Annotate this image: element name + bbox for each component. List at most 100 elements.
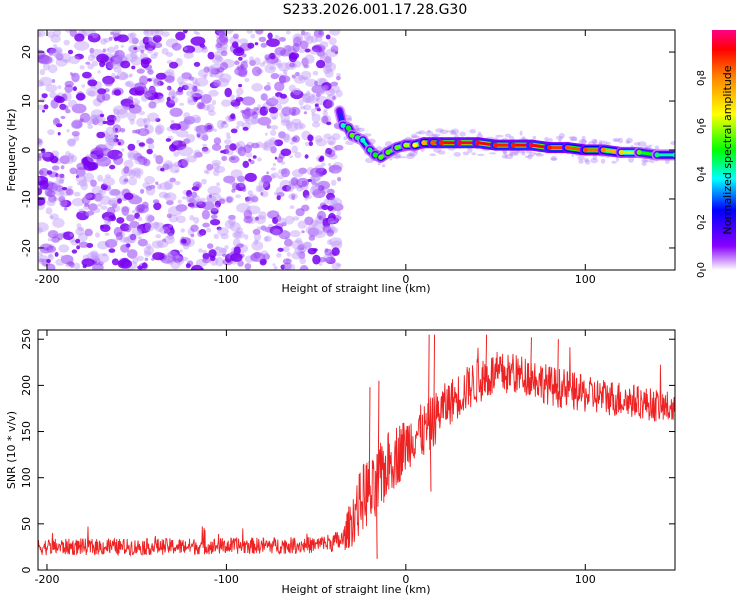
signal-track-point xyxy=(421,140,427,146)
noise-blob xyxy=(60,165,65,170)
noise-blob xyxy=(103,37,111,43)
noise-blob xyxy=(265,107,269,112)
noise-blob xyxy=(166,96,171,102)
noise-blob xyxy=(173,161,182,167)
track-halo xyxy=(411,135,421,139)
noise-blob xyxy=(148,86,157,94)
noise-blob xyxy=(289,45,294,51)
track-halo xyxy=(521,151,526,156)
y-tick-label: 50 xyxy=(20,517,33,531)
noise-blob xyxy=(195,31,200,36)
noise-blob xyxy=(110,31,115,35)
noise-blob xyxy=(62,187,68,191)
noise-blob xyxy=(127,143,136,151)
noise-blob xyxy=(48,254,54,261)
signal-track-point xyxy=(337,108,342,114)
noise-blob xyxy=(181,74,190,81)
noise-blob xyxy=(255,184,263,193)
track-halo xyxy=(578,159,584,164)
noise-blob xyxy=(124,80,134,88)
noise-blob xyxy=(153,42,163,49)
noise-blob xyxy=(291,194,296,198)
noise-blob xyxy=(303,104,312,111)
noise-blob xyxy=(216,67,225,73)
noise-blob xyxy=(214,56,224,62)
noise-blob xyxy=(147,143,155,150)
noise-blob xyxy=(114,44,119,50)
noise-blob xyxy=(270,125,279,130)
noise-blob xyxy=(49,91,57,99)
track-halo xyxy=(644,145,649,149)
noise-blob xyxy=(39,97,46,103)
y-tick-label: 0 xyxy=(20,147,33,154)
noise-blob xyxy=(260,192,264,196)
signal-track-point xyxy=(372,152,378,158)
track-halo xyxy=(427,129,431,133)
track-halo xyxy=(600,140,608,146)
noise-blob xyxy=(59,155,70,165)
noise-blob xyxy=(149,184,156,190)
noise-blob xyxy=(316,59,326,69)
noise-blob xyxy=(312,44,326,53)
track-halo xyxy=(411,153,415,156)
noise-blob xyxy=(71,249,78,254)
noise-blob xyxy=(113,115,121,123)
snr-series-line xyxy=(38,347,675,557)
noise-blob xyxy=(324,68,334,78)
noise-blob xyxy=(137,216,143,221)
noise-blob xyxy=(38,152,45,159)
noise-blob xyxy=(75,93,86,101)
noise-blob xyxy=(144,30,150,35)
noise-blob xyxy=(155,155,164,165)
noise-blob xyxy=(263,144,268,150)
signal-track-point xyxy=(529,142,534,148)
noise-blob xyxy=(84,203,90,207)
noise-blob xyxy=(108,199,119,207)
noise-blob xyxy=(273,266,278,270)
noise-blob xyxy=(292,42,300,53)
noise-blob xyxy=(171,42,182,51)
x-tick-label: 100 xyxy=(575,573,596,586)
noise-blob xyxy=(137,238,148,247)
signal-track-point xyxy=(385,149,391,155)
noise-blob xyxy=(232,182,239,191)
track-halo xyxy=(471,152,477,156)
noise-blob xyxy=(261,141,272,151)
noise-blob xyxy=(236,175,246,182)
noise-blob xyxy=(274,156,278,160)
noise-blob xyxy=(143,30,154,37)
noise-blob xyxy=(229,97,236,103)
noise-blob xyxy=(336,75,341,81)
noise-blob xyxy=(109,190,116,196)
noise-blob xyxy=(263,139,277,148)
noise-speckle-layer xyxy=(38,30,344,270)
noise-blob xyxy=(272,263,276,267)
noise-blob xyxy=(169,107,183,118)
noise-blob xyxy=(311,121,321,128)
noise-blob xyxy=(160,167,165,172)
noise-blob xyxy=(321,82,332,91)
noise-blob xyxy=(75,238,81,244)
noise-blob xyxy=(52,217,65,228)
noise-blob xyxy=(300,70,312,80)
noise-blob xyxy=(288,193,298,200)
noise-blob xyxy=(264,63,277,74)
track-halo xyxy=(478,131,482,136)
noise-blob xyxy=(128,170,137,178)
noise-blob xyxy=(192,82,201,87)
noise-blob xyxy=(153,82,158,87)
track-halo xyxy=(600,158,606,164)
noise-blob xyxy=(223,175,236,184)
noise-blob xyxy=(325,100,335,108)
noise-blob xyxy=(166,213,172,219)
noise-blob xyxy=(141,94,149,102)
noise-blob xyxy=(323,198,329,205)
noise-blob xyxy=(308,235,316,241)
noise-blob xyxy=(169,144,177,152)
noise-blob xyxy=(138,45,147,52)
noise-blob xyxy=(72,119,79,127)
noise-blob xyxy=(213,137,222,145)
noise-blob xyxy=(136,139,140,144)
noise-blob xyxy=(224,87,232,98)
